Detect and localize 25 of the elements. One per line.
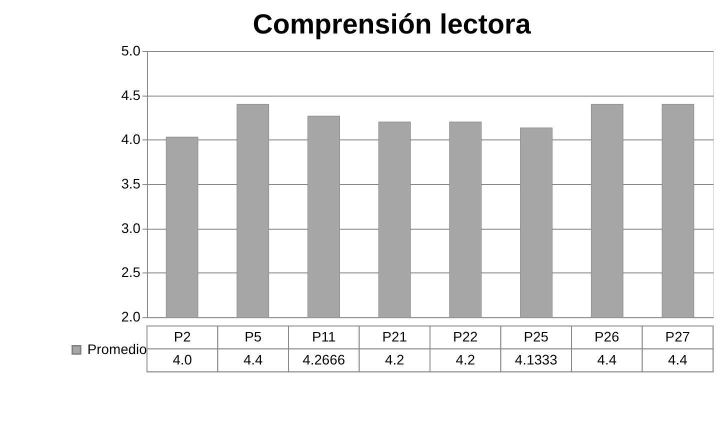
y-tick-label: 2.5: [121, 264, 141, 280]
data-label: 4.2: [384, 351, 405, 368]
y-tick-label: 4.5: [121, 86, 141, 103]
data-label: 4.4: [243, 351, 264, 368]
x-tick-label: P27: [665, 328, 690, 344]
data-label: 4.1333: [514, 351, 558, 368]
y-tick-label: 5.0: [121, 42, 141, 58]
x-tick-label: P5: [244, 328, 262, 344]
data-label: 4.0: [172, 351, 192, 368]
data-label: 4.2666: [302, 351, 346, 368]
data-label: 4.2: [456, 351, 476, 368]
x-tick-label: P21: [382, 328, 408, 344]
y-tick-label: 4.0: [121, 131, 141, 148]
x-tick-label: P22: [453, 328, 478, 344]
legend-label: Promedio: [87, 340, 148, 357]
x-tick-label: P26: [594, 328, 620, 344]
chart-title: Comprensión lectora: [252, 8, 532, 40]
x-tick-label: P25: [524, 328, 549, 344]
y-tick-label: 2.0: [121, 308, 141, 325]
x-tick-label: P11: [312, 328, 336, 344]
x-tick-label: P2: [174, 328, 192, 344]
data-label: 4.4: [668, 351, 688, 368]
data-label: 4.4: [597, 351, 617, 368]
y-tick-label: 3.0: [121, 220, 141, 236]
y-tick-label: 3.5: [121, 176, 141, 192]
